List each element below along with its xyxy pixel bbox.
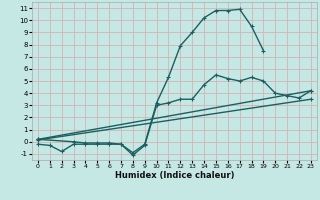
X-axis label: Humidex (Indice chaleur): Humidex (Indice chaleur) [115, 171, 234, 180]
